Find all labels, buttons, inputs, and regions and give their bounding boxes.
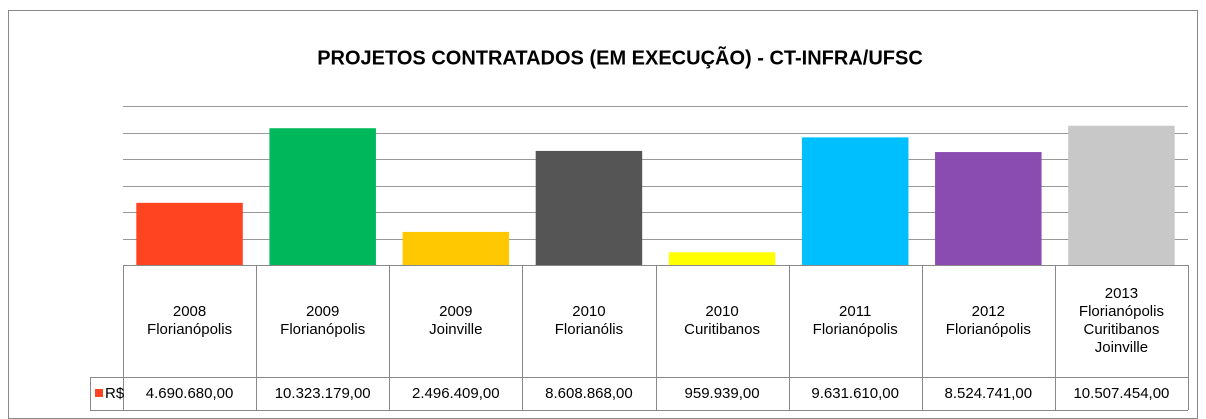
legend-label: R$ <box>105 385 125 402</box>
x-tick-label: 2009 <box>439 303 472 320</box>
value-label: 959.939,00 <box>685 385 760 402</box>
x-tick-label: 2008 <box>173 303 206 320</box>
x-tick-label: Curitibanos <box>684 321 760 338</box>
value-label: 2.496.409,00 <box>412 385 500 402</box>
x-tick-label: Florianópolis <box>280 321 365 338</box>
value-label: 10.507.454,00 <box>1073 385 1169 402</box>
x-tick-label: Florianólis <box>555 321 623 338</box>
value-label: 10.323.179,00 <box>275 385 371 402</box>
bar <box>935 152 1042 265</box>
x-tick-label: 2009 <box>306 303 339 320</box>
bar <box>136 202 243 265</box>
x-tick-label: Joinville <box>429 321 482 338</box>
value-label: 4.690.680,00 <box>146 385 234 402</box>
x-tick-label: Florianópolis <box>1079 303 1164 320</box>
bar <box>1068 125 1175 265</box>
x-tick-label: Florianópolis <box>946 321 1031 338</box>
x-tick-label: Florianópolis <box>147 321 232 338</box>
x-tick-label: Joinville <box>1095 339 1148 356</box>
bar <box>402 231 510 265</box>
chart-title: PROJETOS CONTRATADOS (EM EXECUÇÃO) - CT-… <box>317 46 923 69</box>
legend-swatch <box>95 389 103 397</box>
x-tick-label: 2011 <box>839 303 871 320</box>
x-tick-label: 2012 <box>972 303 1005 320</box>
bar <box>668 252 776 265</box>
x-tick-label: Florianópolis <box>813 321 898 338</box>
x-tick-label: 2013 <box>1105 285 1138 302</box>
x-tick-label: Curitibanos <box>1084 321 1160 338</box>
bar <box>535 150 643 265</box>
value-label: 9.631.610,00 <box>811 385 899 402</box>
value-label: 8.524.741,00 <box>945 385 1033 402</box>
x-tick-label: 2010 <box>705 303 738 320</box>
bar <box>269 128 376 265</box>
x-tick-label: 2010 <box>572 303 605 320</box>
bar <box>801 137 909 265</box>
value-label: 8.608.868,00 <box>545 385 633 402</box>
